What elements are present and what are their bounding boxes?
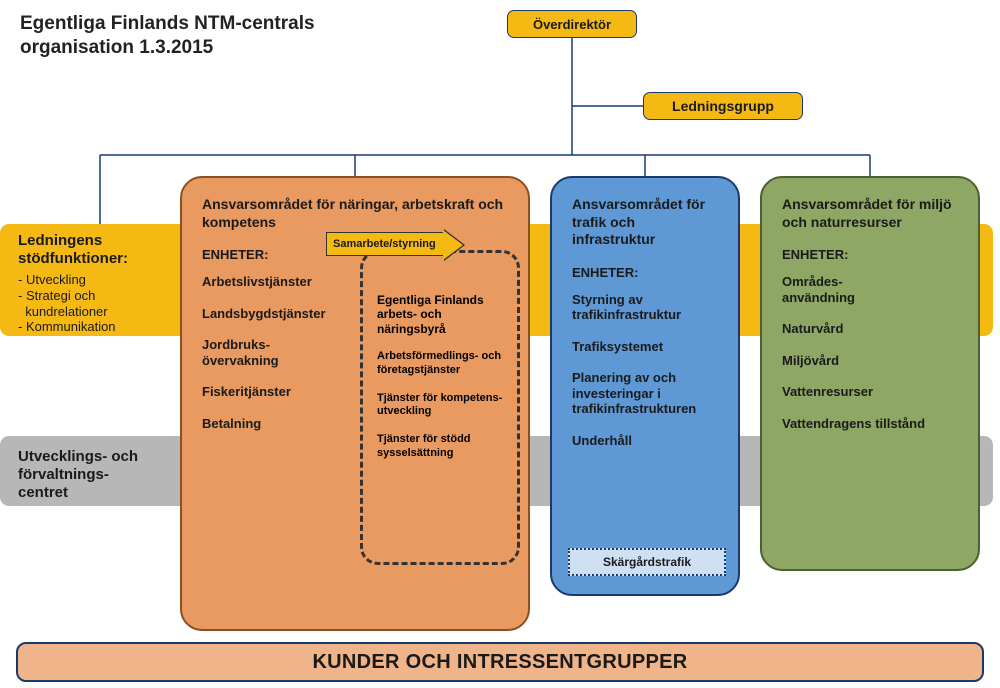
grey-band-heading: Utvecklings- och förvaltnings- centret [18,448,168,502]
subbox-item-1: Tjänster för kompetens- utveckling [377,392,505,420]
green-unit-4: Vattendragens tillstånd [782,416,960,432]
green-unit-2: Miljövård [782,353,960,369]
orange-unit-1: Landsbygdstjänster [202,306,357,322]
green-unit-0: Områdes- användning [782,274,960,305]
col-blue-title: Ansvarsområdet för trafik och infrastruk… [572,196,720,249]
orange-unit-4: Betalning [202,416,357,432]
orange-unit-2: Jordbruks- övervakning [202,337,357,368]
col-green-title: Ansvarsområdet för miljö och naturresurs… [782,196,960,231]
subbox-heading: Egentliga Finlands arbets- och näringsby… [377,293,505,336]
archipelago-traffic-label: Skärgårdstrafik [603,555,691,569]
support-item-2: - Kommunikation [18,319,116,335]
orange-unit-0: Arbetslivstjänster [202,274,357,290]
subbox-item-0: Arbetsförmedlings- och företagstjänster [377,350,505,378]
employment-office-subbox: Egentliga Finlands arbets- och näringsby… [360,250,520,565]
column-environment: Ansvarsområdet för miljö och naturresurs… [760,176,980,571]
green-unit-3: Vattenresurser [782,384,960,400]
blue-unit-2: Planering av och investeringar i trafiki… [572,370,720,417]
col-orange-title: Ansvarsområdet för näringar, arbetskraft… [202,196,510,231]
director-label: Överdirektör [533,17,611,32]
support-heading: Ledningens stödfunktioner: [18,232,178,268]
column-traffic: Ansvarsområdet för trafik och infrastruk… [550,176,740,596]
page-title: Egentliga Finlands NTM-centrals organisa… [20,12,380,60]
cooperation-arrow: Samarbete/styrning [326,232,446,256]
col-green-units-label: ENHETER: [782,247,960,262]
subbox-item-2: Tjänster för stödd sysselsättning [377,433,505,461]
management-group-box: Ledningsgrupp [643,92,803,120]
blue-unit-3: Underhåll [572,433,720,449]
archipelago-traffic-box: Skärgårdstrafik [568,548,726,576]
blue-unit-1: Trafiksystemet [572,339,720,355]
support-item-0: - Utveckling [18,272,86,288]
orange-unit-3: Fiskeritjänster [202,384,357,400]
col-blue-units-label: ENHETER: [572,265,720,280]
director-box: Överdirektör [507,10,637,38]
support-item-1: - Strategi och kundrelationer [18,288,108,319]
cooperation-arrow-label: Samarbete/styrning [333,238,436,250]
management-group-label: Ledningsgrupp [672,98,774,114]
green-unit-1: Naturvård [782,321,960,337]
stakeholders-bar: KUNDER OCH INTRESSENTGRUPPER [16,642,984,682]
stakeholders-label: KUNDER OCH INTRESSENTGRUPPER [312,651,687,674]
blue-unit-0: Styrning av trafikinfrastruktur [572,292,720,323]
